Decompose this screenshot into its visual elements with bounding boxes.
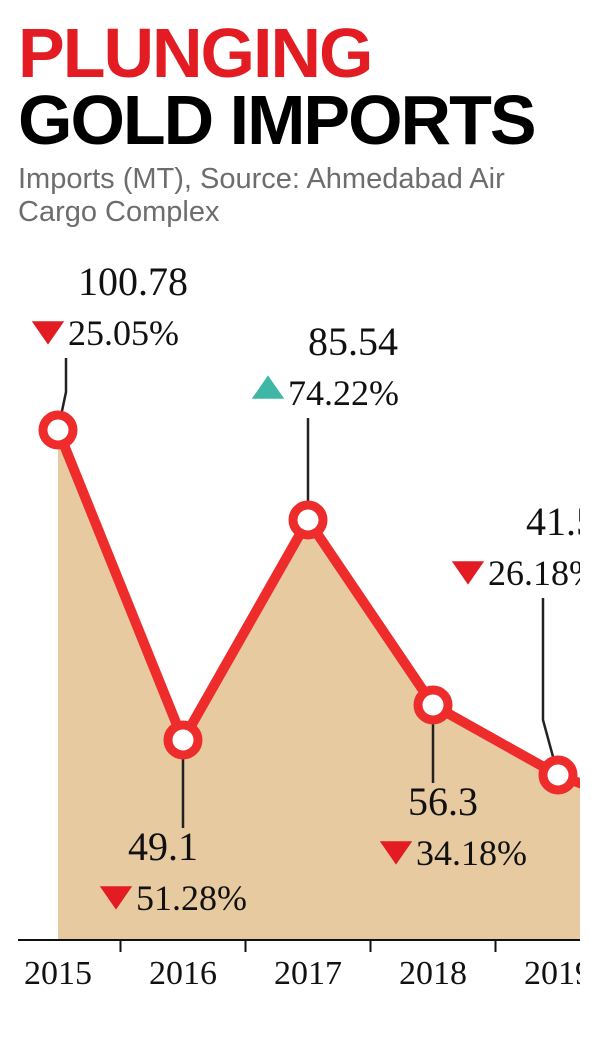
subtitle: Imports (MT), Source: Ahmedabad Air Carg… [18, 163, 582, 230]
data-marker [543, 760, 573, 790]
chart: 2015 2016 2017 2018 2019 100.78 25.05% 49.1 51.2… [18, 240, 580, 1000]
value-label: 100.78 [78, 259, 188, 304]
pct-label: 34.18% [416, 833, 527, 873]
x-axis-label: 2016 [149, 955, 217, 992]
data-marker [168, 725, 198, 755]
x-axis-label: 2015 [24, 955, 92, 992]
chart-svg: 2015 2016 2017 2018 2019 100.78 25.05% 49.1 51.2… [18, 240, 580, 1000]
x-axis-label: 2018 [399, 955, 467, 992]
title-line2: GOLD IMPORTS [18, 87, 582, 154]
data-marker [293, 505, 323, 535]
value-label: 49.1 [128, 824, 198, 869]
value-label: 85.54 [308, 319, 398, 364]
down-triangle-icon [452, 561, 484, 584]
pct-label: 25.05% [68, 313, 179, 353]
data-marker [418, 690, 448, 720]
infographic-container: PLUNGING GOLD IMPORTS Imports (MT), Sour… [0, 0, 600, 1048]
x-axis-label: 2017 [274, 955, 342, 992]
pct-label: 51.28% [136, 878, 247, 918]
value-label: 56.3 [408, 779, 478, 824]
value-label: 41.56 [526, 499, 580, 544]
data-marker [43, 415, 73, 445]
pct-label: 74.22% [288, 373, 399, 413]
x-axis-label: 2019 [524, 955, 580, 992]
down-triangle-icon [32, 321, 64, 344]
leader-line [543, 598, 558, 775]
title-line1: PLUNGING [18, 20, 582, 87]
up-triangle-icon [252, 375, 284, 398]
pct-label: 26.18% [488, 553, 580, 593]
